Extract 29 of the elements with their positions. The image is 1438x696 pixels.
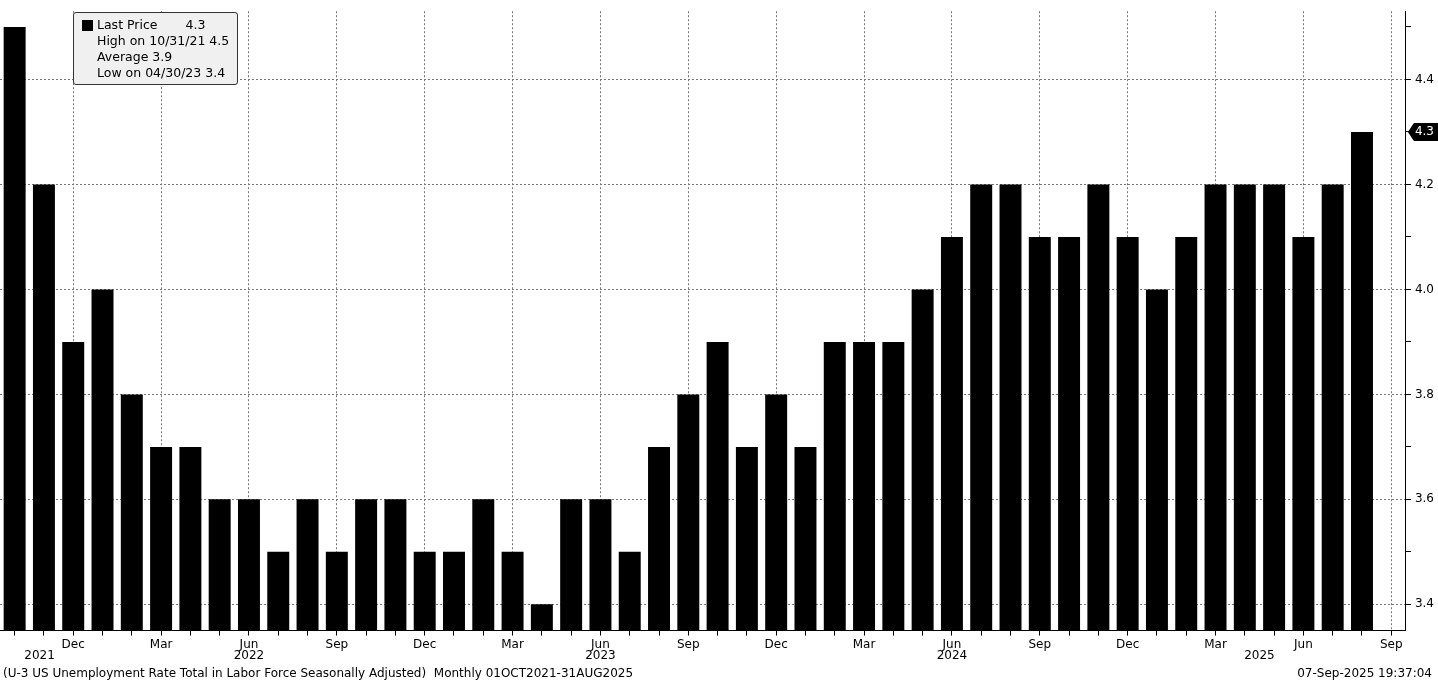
y-tick-label: 3.6 [1414,491,1435,506]
x-tick-label: Dec [1116,636,1140,651]
x-tick-label: Dec [413,636,437,651]
annotation: Average 3.9 [96,49,174,65]
x-tick-label: Mar [149,636,173,651]
x-tick-label: Jun [1293,636,1313,651]
y-tick-label: 3.8 [1414,386,1435,401]
x-tick-label: Sep [1379,636,1403,651]
x-tick-label: Sep [1028,636,1052,651]
x-tick-label: Dec [61,636,85,651]
y-tick-label: 4.2 [1414,176,1435,191]
y-tick-label: 4.0 [1414,281,1435,296]
text: 2021 [24,647,55,662]
annotation: 4.3 [185,17,206,33]
x-tick-label: Mar [1204,636,1227,651]
y-tick-label: 4.4 [1414,71,1435,86]
text: 4.3 [1414,124,1435,139]
y-tick-label: 3.4 [1414,596,1435,611]
text: 2025 [1244,647,1275,662]
x-tick-label: Mar [501,636,524,651]
legend-label: Last Price [97,17,158,33]
x-tick-label: Sep [325,636,349,651]
annotation: High on 10/31/21 4.5 [96,33,230,49]
text: (U-3 US Unemployment Rate Total in Labor Force Seasonally Adjusted) Monthly 01OCT2021-31AUG2025 [3,665,634,680]
x-tick-label: Dec [764,636,788,651]
annotation: Low on 04/30/23 3.4 [96,65,227,81]
x-tick-label: Mar [852,636,876,651]
text: 07-Sep-2025 19:37:04 [1297,665,1432,680]
x-tick-label: Sep [677,636,700,651]
